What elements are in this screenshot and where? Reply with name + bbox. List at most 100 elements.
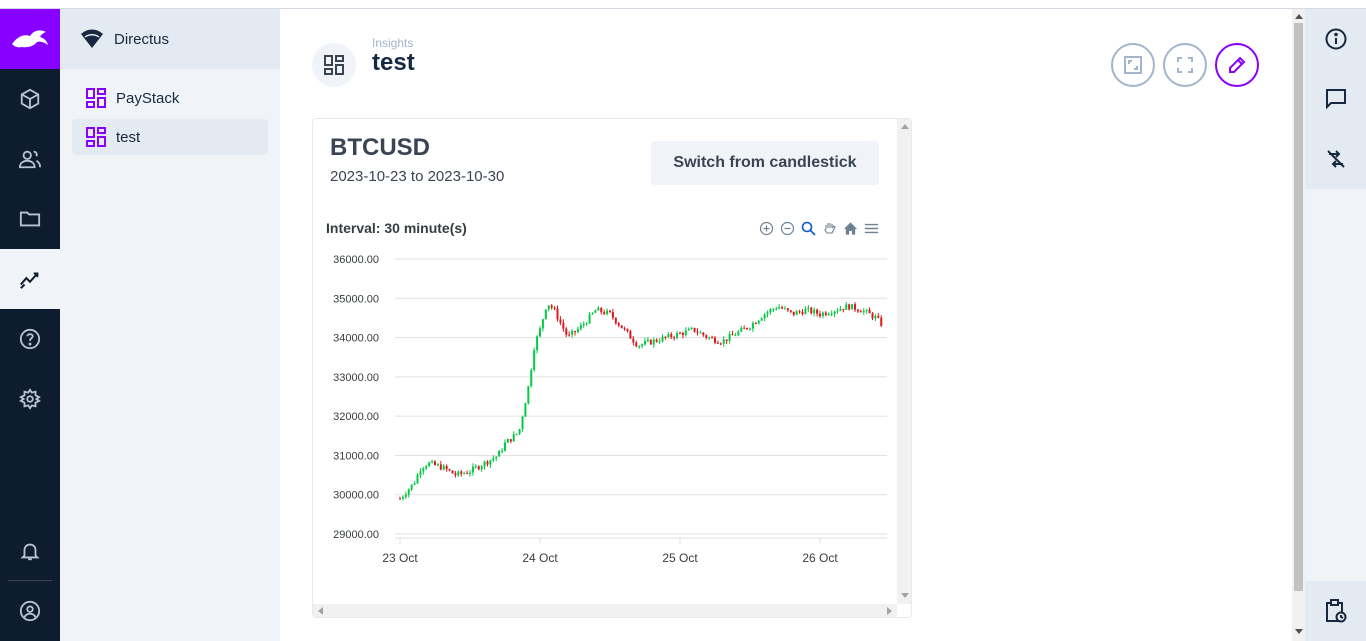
candle-body xyxy=(436,464,439,466)
module-insights[interactable] xyxy=(0,249,60,309)
right-sidebar xyxy=(1305,9,1366,641)
candle-body xyxy=(696,331,699,333)
zoom-out-button[interactable] xyxy=(780,221,795,236)
project-header[interactable]: Directus xyxy=(60,9,280,69)
candlestick-chart[interactable]: 36000.00 35000.00 34000.00 33000.00 32000.00… xyxy=(313,244,897,574)
dashboard-icon xyxy=(324,55,344,75)
scroll-up-arrow[interactable] xyxy=(901,124,909,129)
candles-group xyxy=(399,302,883,501)
scroll-right-arrow[interactable] xyxy=(887,607,892,615)
dashboard-icon xyxy=(86,88,106,108)
candle-body xyxy=(600,307,603,313)
date-separator: to xyxy=(410,168,424,185)
candle-body xyxy=(792,311,795,315)
candle-body xyxy=(813,309,816,314)
project-logo-icon xyxy=(81,29,103,48)
fullscreen-button[interactable] xyxy=(1163,43,1207,87)
module-files[interactable] xyxy=(0,189,60,249)
panel-horizontal-scrollbar[interactable] xyxy=(313,604,897,617)
candle-body xyxy=(693,327,696,332)
scroll-left-arrow[interactable] xyxy=(318,607,323,615)
navigation-panel: Directus PayStack test xyxy=(60,9,280,641)
main-scroll-up-arrow[interactable] xyxy=(1295,14,1303,19)
sidebar-comments-button[interactable] xyxy=(1305,69,1366,129)
candle-body xyxy=(746,327,749,330)
candle-body xyxy=(801,311,804,315)
page-title: test xyxy=(372,49,415,76)
reset-zoom-button[interactable] xyxy=(843,221,858,236)
candle-body xyxy=(865,309,868,311)
candle-body xyxy=(734,335,737,337)
candle-body xyxy=(521,416,524,430)
candle-body xyxy=(766,312,769,315)
candle-body xyxy=(617,323,620,326)
header-icon xyxy=(312,43,356,87)
top-border xyxy=(0,0,1366,9)
candle-body xyxy=(536,336,539,351)
scroll-down-arrow[interactable] xyxy=(901,593,909,598)
candle-body xyxy=(658,341,661,343)
candle-body xyxy=(676,332,679,338)
panel-vertical-scrollbar[interactable] xyxy=(897,119,911,604)
candle-body xyxy=(644,341,646,345)
main-scroll-thumb[interactable] xyxy=(1294,23,1303,591)
notifications-button[interactable] xyxy=(0,521,60,581)
candle-body xyxy=(597,307,600,311)
candle-body xyxy=(585,323,588,325)
panel-title: BTCUSD xyxy=(330,134,430,161)
candle-body xyxy=(877,315,880,318)
candle-body xyxy=(527,386,530,404)
candle-body xyxy=(547,305,550,310)
candle-body xyxy=(518,429,521,434)
candle-body xyxy=(848,304,851,310)
candle-body xyxy=(760,318,763,321)
module-help[interactable] xyxy=(0,309,60,369)
sidebar-info-button[interactable] xyxy=(1305,9,1366,69)
module-settings[interactable] xyxy=(0,369,60,429)
candle-body xyxy=(562,322,565,329)
candle-body xyxy=(687,328,690,331)
candle-body xyxy=(763,314,766,319)
candle-body xyxy=(533,350,536,370)
module-content[interactable] xyxy=(0,69,60,129)
directus-logo[interactable] xyxy=(0,9,60,69)
y-tick-label: 36000.00 xyxy=(333,254,379,266)
candle-body xyxy=(836,310,839,312)
candle-body xyxy=(754,323,757,325)
sidebar-clipboard-button[interactable] xyxy=(1305,581,1366,641)
main-scrollbar[interactable] xyxy=(1292,9,1305,641)
candle-body xyxy=(795,311,798,315)
candle-body xyxy=(655,339,658,342)
candle-body xyxy=(483,461,486,467)
main-scroll-down-arrow[interactable] xyxy=(1295,629,1303,634)
pan-button[interactable] xyxy=(822,221,837,236)
nav-item-paystack[interactable]: PayStack xyxy=(72,80,268,116)
user-avatar-icon xyxy=(19,600,41,622)
candle-body xyxy=(816,309,819,314)
candle-body xyxy=(827,314,830,316)
candle-body xyxy=(626,328,629,332)
candle-body xyxy=(786,308,789,311)
module-users[interactable] xyxy=(0,129,60,189)
candle-body xyxy=(439,464,442,470)
candle-body xyxy=(413,483,416,485)
sidebar-revisions-button[interactable] xyxy=(1305,129,1366,189)
candle-body xyxy=(833,311,836,314)
fit-button[interactable] xyxy=(1111,43,1155,87)
candle-body xyxy=(603,312,606,315)
zoom-select-button[interactable] xyxy=(801,221,816,236)
edit-button[interactable] xyxy=(1215,43,1259,87)
chart-menu-button[interactable] xyxy=(864,221,879,236)
pan-hand-icon xyxy=(824,222,836,234)
dashboard-icon xyxy=(86,127,106,147)
user-menu-button[interactable] xyxy=(0,581,60,641)
switch-chart-button[interactable]: Switch from candlestick xyxy=(651,141,879,185)
nav-item-test[interactable]: test xyxy=(72,119,268,155)
candle-body xyxy=(705,335,708,338)
candle-body xyxy=(550,305,553,308)
candle-body xyxy=(830,313,833,315)
candle-body xyxy=(594,310,597,313)
candle-body xyxy=(641,344,644,347)
breadcrumb[interactable]: Insights xyxy=(372,36,414,50)
zoom-in-button[interactable] xyxy=(759,221,774,236)
